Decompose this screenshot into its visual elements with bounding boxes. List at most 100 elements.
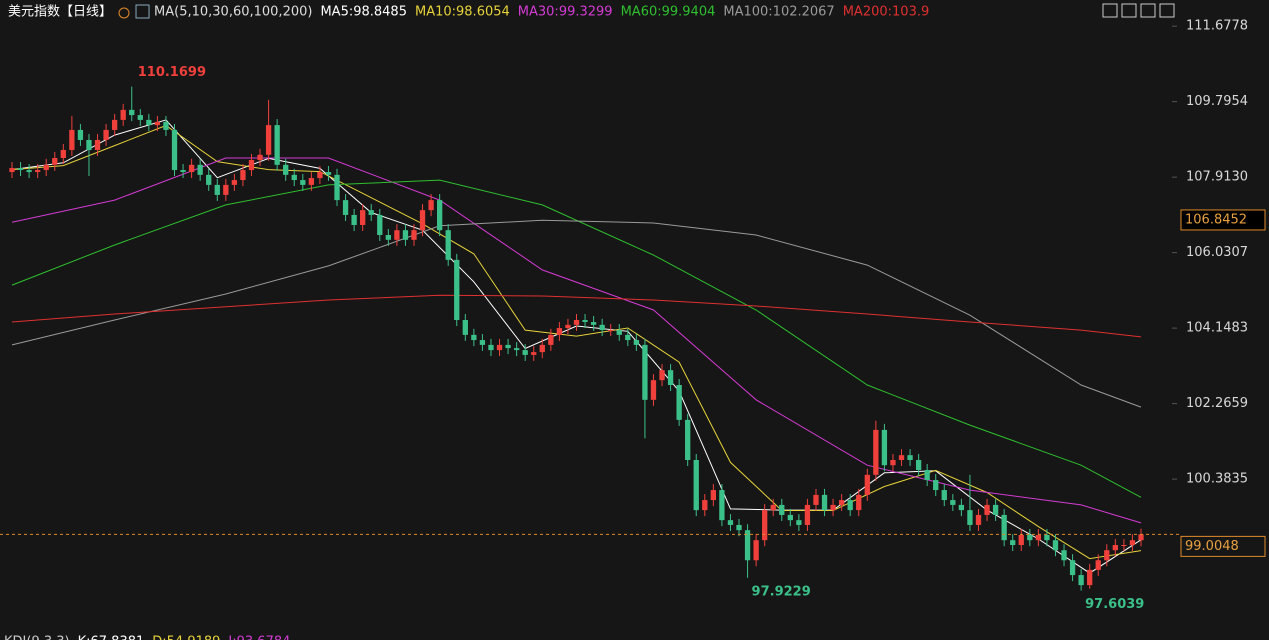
- candle-body: [283, 164, 289, 175]
- candle-body: [804, 504, 811, 525]
- icon[interactable]: [1121, 3, 1137, 18]
- candle-body: [975, 514, 982, 525]
- candle-body: [539, 344, 545, 353]
- y-tick-label: 106.0307: [1186, 245, 1248, 260]
- last-price-box: [1180, 535, 1266, 557]
- candle-body: [479, 340, 486, 345]
- low-annotation: 97.6039: [1085, 597, 1144, 612]
- icon[interactable]: [1102, 3, 1118, 18]
- candle-body: [941, 490, 947, 501]
- candle-body: [625, 334, 631, 341]
- candle-body: [35, 170, 41, 173]
- candle-body: [1027, 534, 1033, 541]
- candle-body: [693, 459, 699, 511]
- candle-body: [958, 504, 965, 511]
- candle-body: [1104, 550, 1110, 561]
- candle-body: [796, 520, 802, 525]
- candle-body: [146, 119, 152, 126]
- candle-body: [462, 320, 468, 335]
- candle-body: [488, 344, 494, 351]
- candle-body: [1087, 569, 1093, 586]
- candle-body: [163, 121, 169, 130]
- y-tick-label: 109.7954: [1186, 94, 1248, 109]
- candle-body: [171, 129, 178, 171]
- candle-body: [1044, 534, 1050, 541]
- candle-body: [727, 520, 734, 525]
- candle-body: [231, 180, 238, 185]
- candle-body: [129, 109, 135, 116]
- candle-body: [915, 459, 922, 471]
- candle-body: [351, 214, 357, 225]
- candle-body: [137, 115, 143, 120]
- candle-body: [206, 174, 212, 185]
- ma-line: [11, 179, 1142, 498]
- candle-body: [86, 139, 92, 150]
- candle-body: [1138, 534, 1144, 541]
- candle-body: [26, 170, 32, 173]
- candle-body: [813, 494, 819, 505]
- candle-body: [1018, 534, 1024, 546]
- icon[interactable]: [1159, 3, 1175, 18]
- legend-entry: MA10:98.6054: [415, 5, 510, 20]
- indicator-legend: K:67.8381: [78, 635, 145, 640]
- candle-body: [967, 510, 973, 525]
- candle-body: [223, 184, 229, 195]
- candle-body: [762, 510, 768, 541]
- candle-body: [838, 500, 845, 505]
- candle-body: [240, 170, 246, 181]
- candle-body: [103, 129, 109, 140]
- candle-body: [17, 168, 24, 171]
- candle-body: [505, 344, 511, 349]
- candle-body: [1061, 550, 1067, 561]
- candle-body: [257, 154, 263, 161]
- candle-body: [445, 230, 451, 260]
- candle-body: [394, 230, 400, 240]
- candle-body: [300, 180, 306, 185]
- ma-line: [11, 119, 1142, 574]
- candle-body: [950, 500, 956, 505]
- ma-line: [11, 219, 1142, 408]
- candle-body: [214, 184, 220, 195]
- legend-entry: MA30:99.3299: [518, 5, 613, 20]
- candle-body: [590, 322, 597, 325]
- candle-body: [616, 330, 622, 335]
- candle-body: [368, 210, 374, 215]
- candle-body: [753, 540, 759, 561]
- candles: [9, 86, 1144, 591]
- candle-body: [779, 504, 785, 515]
- candle-body: [599, 324, 605, 331]
- chart-title: 美元指数【日线】: [8, 5, 112, 20]
- legend-icon: [118, 7, 130, 19]
- candle-body: [454, 259, 460, 321]
- icon[interactable]: [1140, 3, 1156, 18]
- toolbar-icons: [1102, 3, 1175, 18]
- candle-body: [1121, 545, 1127, 547]
- candle-body: [787, 514, 793, 521]
- candle-body: [419, 210, 426, 231]
- ma-line: [11, 124, 1142, 560]
- candle-body: [702, 500, 708, 511]
- candle-body: [821, 494, 828, 511]
- candle-body: [377, 214, 383, 236]
- candle-body: [437, 200, 443, 231]
- candle-body: [933, 480, 939, 491]
- candle-body: [342, 200, 349, 215]
- candle-body: [556, 328, 563, 335]
- legend-entry: MA60:99.9404: [621, 5, 716, 20]
- candle-body: [667, 370, 674, 385]
- y-tick-label: 102.2659: [1186, 396, 1248, 411]
- candle-body: [573, 320, 580, 325]
- candle-body: [77, 129, 84, 140]
- candle-body: [180, 170, 186, 173]
- candle-body: [513, 348, 520, 351]
- candle-body: [1129, 540, 1136, 546]
- legend-icon: [135, 4, 150, 19]
- candle-body: [565, 324, 571, 329]
- candle-body: [531, 352, 537, 355]
- candle-body: [197, 164, 203, 175]
- candle-body: [1078, 575, 1084, 586]
- price-marker-label: 106.8452: [1185, 212, 1247, 227]
- candle-body: [659, 370, 665, 381]
- candle-body: [522, 350, 528, 355]
